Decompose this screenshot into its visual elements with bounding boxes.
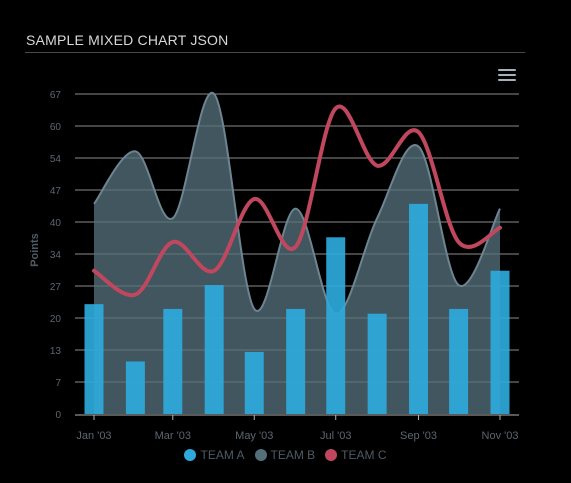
y-tick-label: 27 (50, 282, 62, 293)
legend-item-team-a[interactable]: TEAM A (184, 448, 245, 462)
team-a-bar (490, 270, 510, 414)
team-a-bar (286, 308, 306, 414)
team-a-bar (163, 308, 183, 414)
y-tick-label: 13 (50, 346, 62, 357)
y-tick-label: 20 (50, 314, 62, 325)
team-a-bar (204, 285, 224, 414)
team-a-bar (244, 351, 264, 414)
legend-marker (254, 449, 267, 461)
team-b-area (94, 92, 500, 414)
y-tick-label: 0 (55, 410, 61, 421)
y-tick-label: 67 (50, 90, 62, 101)
legend-item-team-c[interactable]: TEAM C (325, 448, 387, 462)
x-tick-label: Sep '03 (400, 430, 437, 442)
team-a-bar (367, 313, 387, 414)
y-tick-label: 47 (50, 186, 62, 197)
x-tick-label: Nov '03 (482, 430, 519, 442)
x-tick-label: Mar '03 (155, 430, 191, 442)
team-a-bar-layer (84, 203, 510, 414)
y-tick-label: 54 (50, 154, 62, 165)
y-tick-label: 40 (50, 218, 62, 229)
team-b-area-layer (93, 91, 501, 414)
x-tick-label: Jan '03 (76, 430, 111, 442)
y-tick-label: 34 (50, 250, 62, 261)
legend-marker (184, 449, 197, 461)
x-tick-label: Jul '03 (320, 430, 351, 442)
y-axis-label: Points (29, 233, 41, 267)
team-c-line (92, 104, 502, 298)
y-tick-label: 7 (55, 378, 61, 389)
team-a-bar (326, 237, 346, 414)
team-a-bar (449, 308, 469, 414)
team-c-line-layer (92, 104, 502, 298)
title-divider (25, 52, 525, 53)
x-tick-label: May '03 (235, 430, 273, 442)
team-b-area-line (93, 91, 501, 315)
legend-label: TEAM B (270, 448, 316, 462)
legend-item-team-b[interactable]: TEAM B (254, 448, 316, 462)
chart-legend: TEAM A TEAM B TEAM C (0, 448, 571, 462)
y-tick-label: 60 (50, 122, 62, 133)
team-a-bar (125, 361, 145, 414)
legend-label: TEAM C (341, 448, 387, 462)
axes: 0 7 13 20 27 34 40 47 54 60 67 Jan '03 Mar '03 May '0… (50, 90, 519, 442)
hamburger-menu-icon[interactable] (498, 69, 516, 83)
chart-title: SAMPLE MIXED CHART JSON (26, 32, 229, 48)
legend-label: TEAM A (200, 448, 245, 462)
legend-marker (325, 449, 338, 461)
team-a-bar (409, 203, 429, 414)
team-a-bar (84, 304, 104, 414)
